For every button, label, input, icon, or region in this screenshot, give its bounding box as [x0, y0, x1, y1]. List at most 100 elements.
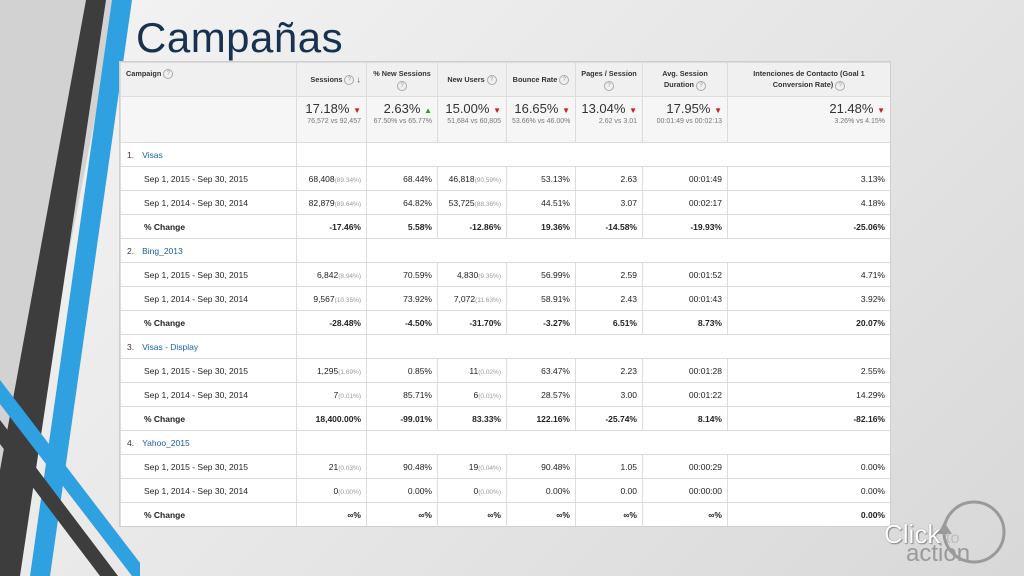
summary-pages-session: 13.04% ▼ 2.62 vs 3.01 — [575, 96, 643, 143]
help-icon[interactable]: ? — [559, 75, 570, 86]
cell-new_users: -12.86% — [437, 214, 507, 239]
cell-sessions: ∞% — [296, 502, 367, 526]
cell-value: 00:00:29 — [688, 461, 722, 472]
help-icon[interactable]: ? — [163, 69, 174, 80]
cell-bounce: 90.48% — [506, 454, 576, 479]
cell-pages: 1.05 — [575, 454, 643, 479]
campaign-name[interactable]: Bing_2013 — [142, 245, 183, 256]
cell-bounce: 19.36% — [506, 214, 576, 239]
summary-blank-cell — [120, 96, 297, 143]
cell-value: 0 — [473, 485, 479, 496]
help-icon[interactable]: ? — [397, 80, 407, 91]
column-header-campaign[interactable]: Campaign ? — [120, 62, 297, 97]
cell-intenciones: 20.07% — [727, 310, 890, 335]
cell-value: 2.59 — [620, 269, 637, 280]
row-label: Sep 1, 2015 - Sep 30, 2015 — [120, 166, 297, 191]
cell-intenciones: 2.55% — [727, 358, 890, 383]
cell-new_users: 4,830(9.35%) — [437, 262, 507, 287]
cell-bounce: 122.16% — [506, 406, 576, 431]
campaign-name-link[interactable]: 3. Visas - Display — [120, 334, 297, 359]
percent-change-row: % Change ∞% ∞% ∞% ∞% ∞% ∞% 0.00% — [120, 502, 890, 526]
campaign-name-link[interactable]: 1. Visas — [120, 142, 297, 167]
cell-value: 1.05 — [620, 461, 637, 472]
arrow-down-icon: ▼ — [562, 106, 570, 115]
cell-sessions: 0(0.00%) — [296, 478, 367, 503]
cell-intenciones: -82.16% — [727, 406, 890, 431]
sort-descending-icon[interactable]: ↓ — [356, 74, 362, 85]
row-label: Sep 1, 2015 - Sep 30, 2015 — [120, 262, 297, 287]
cell-value: 82,879 — [308, 197, 335, 208]
date-range-row: Sep 1, 2015 - Sep 30, 2015 6,842(8.94%) 70… — [120, 262, 890, 287]
cell-sessions: 7(0.01%) — [296, 382, 367, 407]
cell-value: -25.74% — [605, 413, 637, 424]
row-label: Sep 1, 2015 - Sep 30, 2015 — [120, 358, 297, 383]
column-header-sessions[interactable]: Sessions ? ↓ — [296, 62, 367, 97]
cell-share-percent: (9.35%) — [478, 272, 501, 280]
cell-value: 90.48% — [403, 461, 432, 472]
date-range-row: Sep 1, 2014 - Sep 30, 2014 0(0.00%) 0.00% 0… — [120, 478, 890, 503]
cell-new_sessions: 85.71% — [366, 382, 438, 407]
cell-share-percent: (0.00%) — [338, 488, 361, 496]
cell-value: 3.13% — [860, 173, 885, 184]
campaign-index: 2. — [127, 245, 135, 256]
help-icon[interactable]: ? — [344, 74, 355, 85]
decorative-stripes — [0, 0, 140, 576]
campaign-name-link[interactable]: 4. Yahoo_2015 — [120, 430, 297, 455]
help-icon[interactable]: ? — [696, 80, 707, 91]
column-header-new-users[interactable]: New Users ? — [437, 62, 507, 97]
cell-value: -82.16% — [853, 413, 885, 424]
column-header-bounce-rate[interactable]: Bounce Rate ? — [506, 62, 576, 97]
cell-share-percent: (0.01%) — [338, 392, 361, 400]
cell-intenciones: 0.00% — [727, 454, 890, 479]
cell-value: 8.73% — [697, 317, 722, 328]
cell-share-percent: (0.04%) — [478, 464, 501, 472]
cell-value: -25.06% — [853, 221, 885, 232]
help-icon[interactable]: ? — [835, 80, 846, 91]
column-header-pages-session[interactable]: Pages / Session ? — [575, 62, 643, 97]
cell-bounce: ∞% — [506, 502, 576, 526]
help-icon[interactable]: ? — [604, 80, 614, 91]
cell-sessions: 68,408(89.34%) — [296, 166, 367, 191]
cell-value: 7 — [333, 389, 339, 400]
cell-value: 00:01:43 — [688, 293, 722, 304]
row-label: % Change — [120, 406, 297, 431]
row-label: % Change — [120, 502, 297, 526]
cell-bounce: 53.13% — [506, 166, 576, 191]
cell-duration: 00:01:22 — [642, 382, 728, 407]
cell-share-percent: (8.94%) — [338, 272, 361, 280]
cell-pages: 0.00 — [575, 478, 643, 503]
cell-value: 68.44% — [403, 173, 432, 184]
campaign-row-spacer — [366, 430, 890, 455]
campaign-name[interactable]: Visas — [142, 149, 163, 160]
column-header-intenciones[interactable]: Intenciones de Contacto (Goal 1 Conversi… — [727, 62, 890, 97]
campaign-row-spacer — [366, 238, 890, 263]
arrow-up-icon: ▲ — [424, 106, 432, 115]
row-label: % Change — [120, 214, 297, 239]
cell-intenciones: 3.13% — [727, 166, 890, 191]
cell-duration: 00:00:00 — [642, 478, 728, 503]
cell-value: -99.01% — [400, 413, 432, 424]
cell-value: 64.82% — [403, 197, 432, 208]
cell-share-percent: (89.64%) — [334, 200, 361, 208]
cell-pages: -25.74% — [575, 406, 643, 431]
cell-value: -31.70% — [469, 317, 501, 328]
logo-text-to: to — [946, 530, 960, 547]
campaign-name-link[interactable]: 2. Bing_2013 — [120, 238, 297, 263]
cell-duration: 00:01:43 — [642, 286, 728, 311]
cell-share-percent: (89.34%) — [334, 176, 361, 184]
column-header-new-sessions[interactable]: % New Sessions ? — [366, 62, 438, 97]
column-header-avg-session-duration[interactable]: Avg. Session Duration ? — [642, 62, 728, 97]
cell-bounce: 0.00% — [506, 478, 576, 503]
cell-pages: 3.00 — [575, 382, 643, 407]
cell-value: 3.00 — [620, 389, 637, 400]
cell-value: 53.13% — [541, 173, 570, 184]
help-icon[interactable]: ? — [486, 75, 497, 86]
cell-value: 70.59% — [403, 269, 432, 280]
arrow-down-icon: ▼ — [877, 106, 885, 115]
campaign-name[interactable]: Visas - Display — [142, 341, 199, 352]
cell-value: 18,400.00% — [315, 413, 361, 424]
cell-value: -3.27% — [543, 317, 570, 328]
cell-sessions: 9,567(10.35%) — [296, 286, 367, 311]
cell-value: 0.00% — [545, 485, 570, 496]
campaign-name[interactable]: Yahoo_2015 — [142, 437, 190, 448]
